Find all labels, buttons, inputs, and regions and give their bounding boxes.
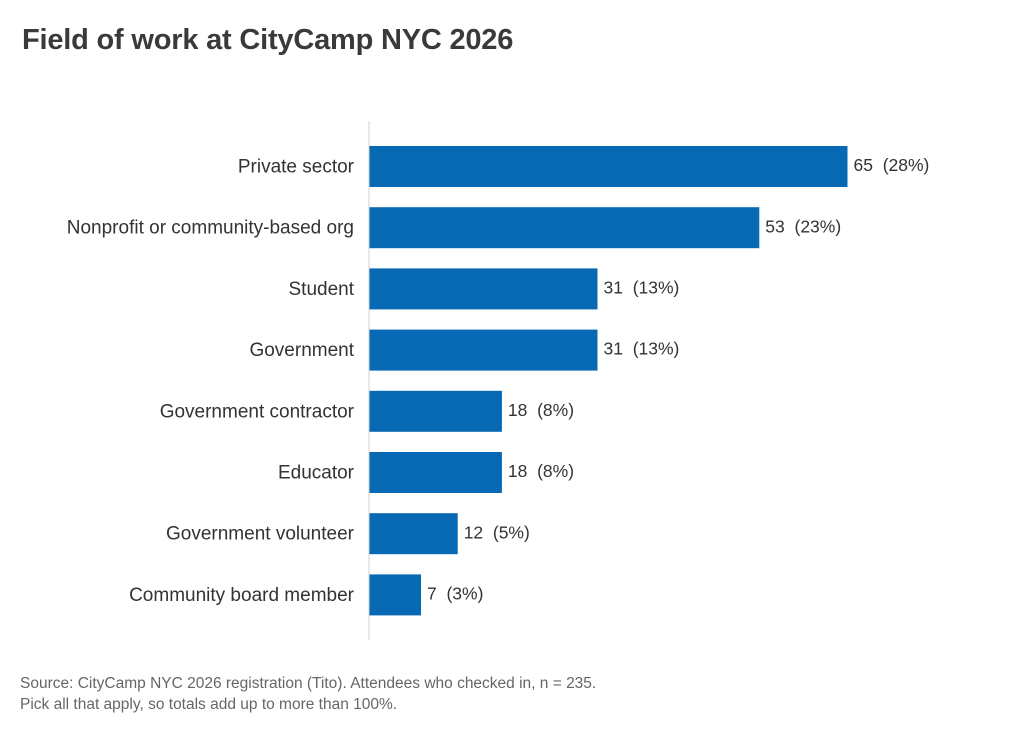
value-label: 31 (13%) [604,278,680,298]
category-label: Student [289,279,355,300]
value-labels-group: 65 (28%) 53 (23%) 31 (13%) 31 (13%) 18 (8%) 1… [427,155,929,603]
chart-title: Field of work at CityCamp NYC 2026 [22,24,514,56]
category-label: Nonprofit or community-based org [67,218,354,239]
category-label: Educator [278,463,355,484]
category-label: Community board member [129,585,355,606]
category-labels-group: Private sector Nonprofit or community-bas… [67,157,355,606]
value-label: 53 (23%) [765,216,841,236]
value-label: 18 (8%) [508,461,574,481]
source-note-line: Source: CityCamp NYC 2026 registration (… [20,675,597,692]
bar [369,452,502,493]
source-note-line: Pick all that apply, so totals add up to… [20,696,398,713]
category-label: Government volunteer [166,524,355,545]
value-label: 7 (3%) [427,584,483,604]
category-label: Government contractor [160,401,355,422]
value-label: 65 (28%) [854,155,930,175]
value-label: 12 (5%) [464,522,530,542]
bars-group [369,146,848,616]
value-label: 18 (8%) [508,400,574,420]
bar [369,574,421,616]
category-label: Government [249,340,354,361]
bar [369,329,598,371]
bar [369,390,502,432]
value-label: 31 (13%) [604,339,680,359]
bar [369,146,848,187]
category-label: Private sector [238,157,355,178]
source-notes: Source: CityCamp NYC 2026 registration (… [20,673,596,715]
bar [369,207,760,249]
bar [369,513,458,555]
bar [369,268,598,310]
